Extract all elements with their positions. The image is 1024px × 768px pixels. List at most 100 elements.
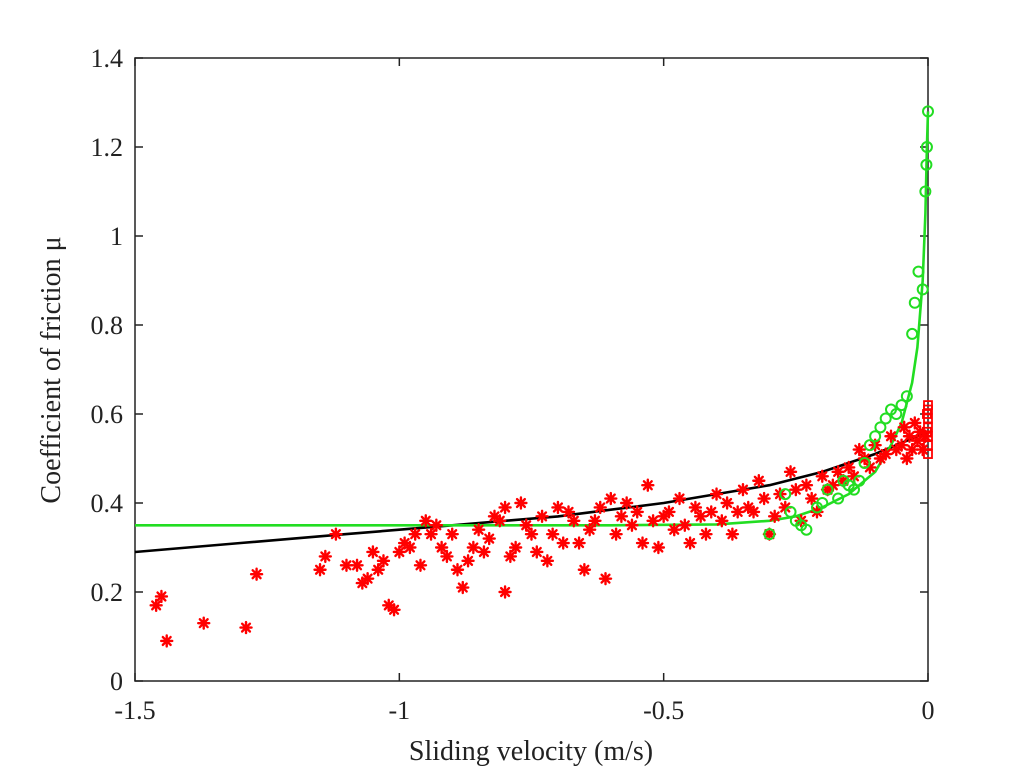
x-tick-label: -0.5 — [643, 696, 684, 725]
point-asterisk — [440, 549, 454, 564]
point-asterisk — [561, 505, 576, 519]
point-asterisk — [371, 563, 385, 577]
point-asterisk — [466, 540, 481, 555]
point-asterisk — [545, 527, 560, 541]
point-circle — [869, 430, 882, 443]
point-asterisk — [551, 500, 565, 515]
point-asterisk — [908, 416, 922, 430]
point-asterisk — [530, 545, 544, 559]
point-asterisk — [799, 478, 814, 492]
x-tick-label: 0 — [922, 696, 935, 725]
point-asterisk — [884, 429, 898, 443]
point-asterisk — [720, 496, 734, 510]
point-asterisk — [900, 451, 914, 466]
plot-area — [134, 57, 929, 682]
point-asterisk — [725, 527, 740, 541]
point-asterisk — [577, 563, 592, 577]
point-asterisk — [762, 527, 777, 541]
point-asterisk — [498, 500, 512, 515]
point-asterisk — [715, 514, 729, 528]
point-square — [922, 409, 932, 419]
point-asterisk — [503, 549, 518, 564]
point-circle — [874, 421, 887, 434]
point-asterisk — [318, 549, 333, 564]
point-asterisk — [582, 523, 597, 537]
point-asterisk — [313, 563, 327, 577]
point-square — [922, 426, 932, 437]
point-circle — [863, 439, 876, 452]
point-asterisk — [693, 509, 708, 524]
point-asterisk — [360, 571, 375, 586]
point-asterisk — [662, 505, 676, 519]
y-tick-label: 1 — [110, 222, 123, 251]
point-asterisk — [783, 465, 798, 479]
point-asterisk — [614, 509, 629, 524]
point-asterisk — [556, 536, 570, 550]
point-asterisk — [672, 491, 687, 506]
point-asterisk — [757, 491, 771, 506]
point-asterisk — [482, 531, 496, 546]
y-tick-label: 1.4 — [91, 44, 124, 73]
point-asterisk — [815, 469, 829, 483]
point-circle — [900, 390, 913, 403]
point-asterisk — [197, 616, 211, 630]
point-circle — [912, 265, 925, 278]
point-circle — [853, 474, 866, 487]
point-asterisk — [567, 514, 581, 528]
point-asterisk — [366, 545, 380, 559]
x-tick-label: -1 — [388, 696, 410, 725]
point-asterisk — [905, 442, 919, 457]
point-asterisk — [604, 491, 618, 506]
point-asterisk — [736, 482, 750, 497]
point-asterisk — [646, 514, 660, 528]
point-asterisk — [519, 518, 533, 532]
point-asterisk — [249, 567, 264, 581]
point-asterisk — [498, 585, 512, 599]
point-asterisk — [419, 514, 433, 528]
point-circle — [832, 492, 845, 505]
y-tick-label: 0.6 — [91, 400, 124, 429]
point-circle — [906, 327, 919, 340]
point-asterisk — [667, 523, 681, 537]
point-asterisk — [588, 514, 602, 528]
point-asterisk — [897, 420, 911, 435]
point-circle — [779, 488, 792, 501]
point-asterisk — [572, 536, 586, 550]
point-asterisk — [879, 447, 893, 461]
point-asterisk — [149, 598, 163, 613]
point-asterisk — [429, 518, 444, 532]
point-asterisk — [477, 545, 491, 559]
point-asterisk — [376, 554, 391, 568]
point-asterisk — [625, 518, 639, 532]
point-asterisk — [804, 491, 819, 506]
x-axis-label: Sliding velocity (m/s) — [409, 736, 653, 767]
point-asterisk — [450, 563, 465, 577]
point-circle — [800, 523, 813, 536]
point-circle — [922, 105, 934, 118]
point-circle — [847, 483, 860, 496]
y-tick-label: 0.4 — [91, 489, 124, 518]
point-circle — [816, 497, 829, 509]
x-tick-label: -1.5 — [114, 696, 155, 725]
point-asterisk — [434, 540, 449, 555]
point-circle — [908, 296, 921, 309]
point-asterisk — [699, 527, 713, 541]
point-circle — [916, 283, 929, 296]
point-asterisk — [641, 478, 655, 492]
point-asterisk — [424, 527, 438, 541]
point-asterisk — [767, 509, 782, 524]
point-asterisk — [678, 518, 692, 532]
point-asterisk — [350, 558, 364, 572]
point-asterisk — [598, 571, 613, 586]
point-asterisk — [461, 554, 475, 568]
point-asterisk — [403, 540, 417, 555]
point-asterisk — [413, 558, 428, 572]
point-asterisk — [387, 603, 401, 617]
point-circle — [821, 483, 834, 496]
y-tick-label: 0 — [110, 667, 123, 696]
y-tick-label: 0.8 — [91, 311, 124, 340]
point-asterisk — [493, 514, 507, 528]
point-asterisk — [408, 527, 422, 541]
point-circle — [919, 185, 932, 198]
